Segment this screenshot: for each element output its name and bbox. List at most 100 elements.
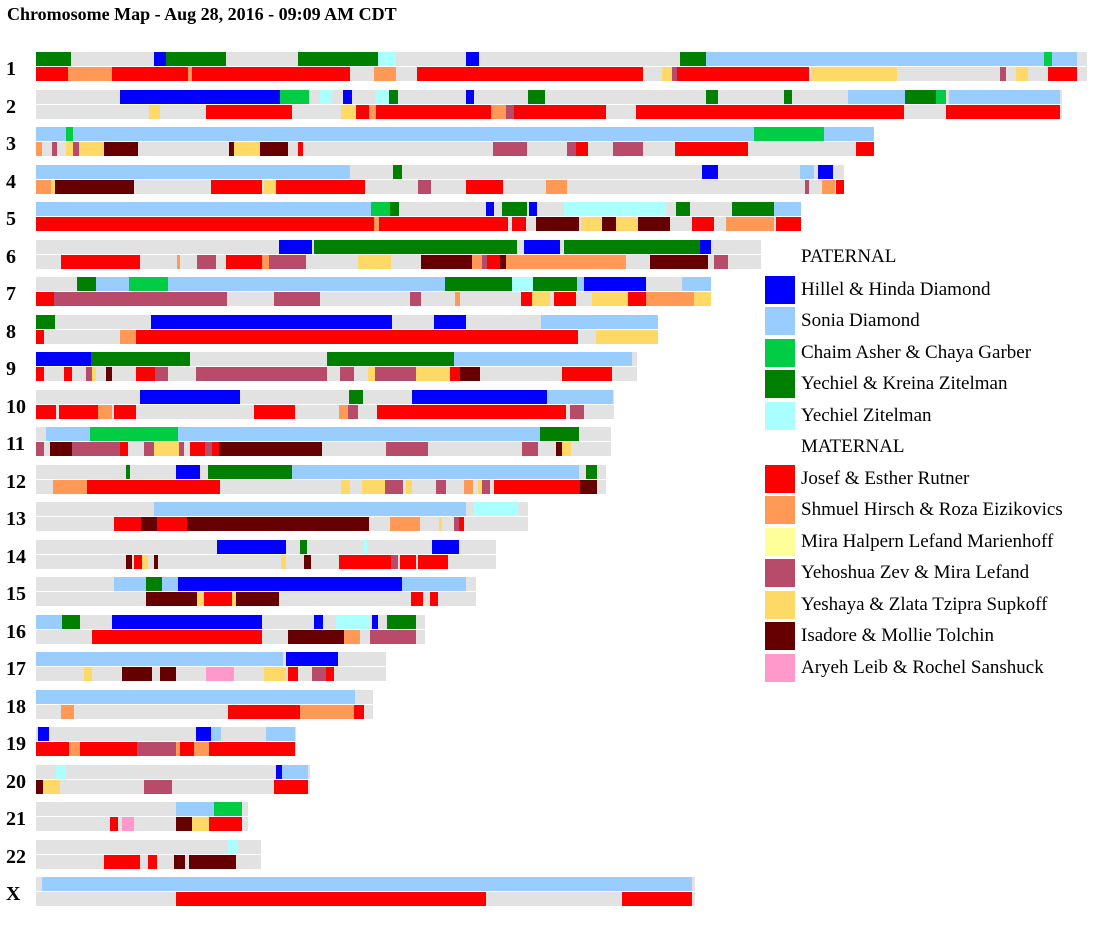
paternal-segment: [700, 240, 711, 254]
chromosome-label: 1: [6, 58, 16, 80]
chromosome-track: [36, 165, 844, 195]
maternal-segment: [88, 142, 104, 156]
maternal-segment: [464, 480, 473, 494]
paternal-segment: [564, 240, 700, 254]
chromosome-label: 12: [6, 471, 26, 493]
maternal-segment: [288, 667, 298, 681]
paternal-segment: [540, 427, 579, 441]
maternal-segment: [546, 180, 567, 194]
chromosome-label: 11: [6, 433, 25, 455]
chromosome-track: [36, 877, 695, 907]
paternal-segment: [529, 202, 537, 216]
chromosome-label: 3: [6, 133, 16, 155]
chromosome-track: [36, 202, 801, 232]
maternal-segment: [281, 555, 286, 569]
maternal-segment: [104, 142, 138, 156]
maternal-segment: [341, 105, 355, 119]
maternal-segment: [562, 367, 612, 381]
maternal-segment: [354, 705, 364, 719]
maternal-segment: [189, 855, 236, 869]
maternal-segment: [36, 292, 54, 306]
maternal-segment: [482, 480, 490, 494]
maternal-segment: [418, 555, 448, 569]
paternal-segment: [154, 502, 466, 516]
paternal-segment: [774, 202, 801, 216]
paternal-segment: [42, 877, 692, 891]
maternal-segment: [148, 855, 157, 869]
maternal-segment: [79, 142, 88, 156]
maternal-strand: [36, 367, 637, 381]
chromosome-track: [36, 127, 874, 157]
paternal-segment: [1044, 52, 1052, 66]
maternal-segment: [192, 67, 350, 81]
paternal-segment: [393, 165, 402, 179]
paternal-segment: [36, 127, 66, 141]
paternal-segment: [584, 277, 646, 291]
maternal-segment: [80, 742, 137, 756]
maternal-strand: [36, 405, 614, 419]
maternal-segment: [454, 517, 459, 531]
chromosome-label: 13: [6, 508, 26, 530]
maternal-segment: [205, 442, 212, 456]
maternal-segment: [339, 555, 391, 569]
chromosome-label: 20: [6, 771, 26, 793]
maternal-segment: [304, 555, 311, 569]
maternal-segment: [114, 405, 136, 419]
maternal-segment: [613, 142, 643, 156]
maternal-segment: [692, 217, 714, 231]
maternal-segment: [391, 555, 398, 569]
paternal-segment: [378, 52, 396, 66]
paternal-segment: [96, 277, 129, 291]
maternal-segment: [154, 555, 158, 569]
maternal-segment: [726, 217, 774, 231]
maternal-segment: [822, 180, 835, 194]
maternal-segment: [370, 630, 396, 644]
legend-swatch: [765, 654, 795, 682]
maternal-strand: [36, 480, 606, 494]
maternal-segment: [576, 142, 588, 156]
maternal-segment: [376, 105, 491, 119]
legend-swatch: [765, 591, 795, 619]
maternal-segment: [157, 517, 187, 531]
maternal-segment: [141, 517, 157, 531]
maternal-segment: [122, 667, 152, 681]
paternal-strand: [36, 652, 386, 666]
paternal-segment: [36, 615, 62, 629]
paternal-segment: [349, 390, 363, 404]
maternal-segment: [386, 442, 428, 456]
maternal-segment: [98, 405, 112, 419]
chromosome-track: [36, 802, 248, 832]
maternal-segment: [677, 67, 809, 81]
maternal-segment: [234, 142, 260, 156]
paternal-segment: [280, 90, 309, 104]
maternal-strand: [36, 592, 476, 606]
maternal-segment: [450, 367, 460, 381]
maternal-segment: [262, 255, 269, 269]
paternal-segment: [387, 615, 416, 629]
paternal-segment: [176, 802, 214, 816]
maternal-segment: [368, 367, 375, 381]
maternal-segment: [344, 630, 360, 644]
maternal-segment: [36, 217, 374, 231]
legend-swatch: [765, 465, 795, 493]
legend-label: Yechiel Zitelman: [801, 405, 932, 426]
maternal-strand: [36, 142, 874, 156]
paternal-strand: [36, 840, 261, 854]
paternal-strand: [36, 427, 611, 441]
maternal-strand: [36, 555, 496, 569]
maternal-segment: [521, 292, 532, 306]
maternal-segment: [120, 330, 136, 344]
paternal-segment: [375, 90, 389, 104]
paternal-segment: [466, 90, 474, 104]
paternal-segment: [90, 427, 178, 441]
maternal-segment: [50, 442, 72, 456]
maternal-segment: [51, 180, 55, 194]
maternal-segment: [229, 142, 234, 156]
maternal-segment: [190, 442, 205, 456]
legend-swatch: [765, 496, 795, 524]
maternal-segment: [114, 517, 141, 531]
paternal-segment: [178, 577, 402, 591]
maternal-strand: [36, 705, 373, 719]
chromosome-track: [36, 352, 637, 382]
maternal-strand: [36, 742, 296, 756]
